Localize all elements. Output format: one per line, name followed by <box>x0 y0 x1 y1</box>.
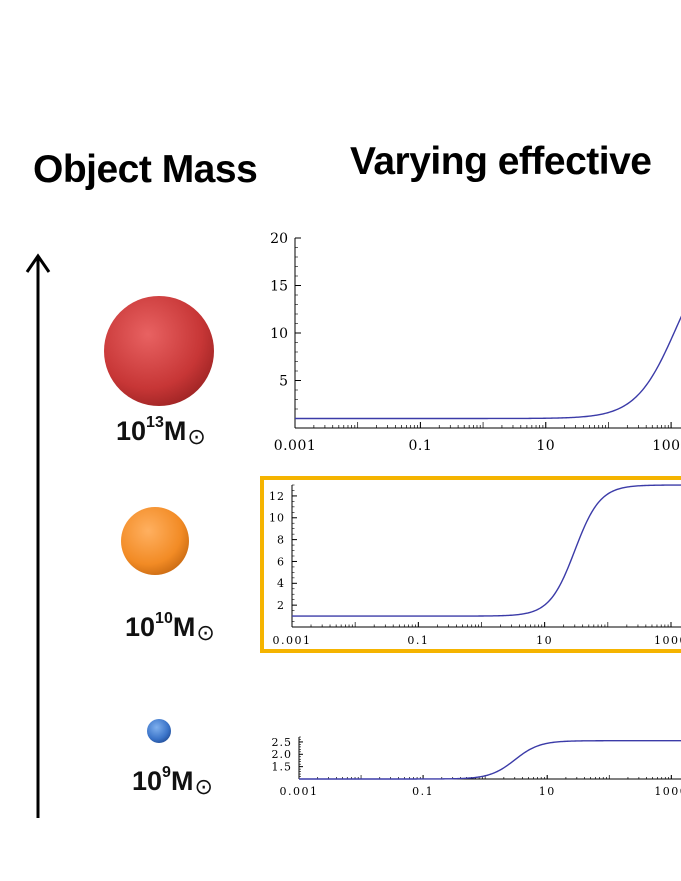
y-tick-label: 8 <box>277 533 285 546</box>
x-tick-label: 0.1 <box>412 785 434 798</box>
large-mass-sphere <box>104 296 214 406</box>
series-line <box>299 740 681 780</box>
x-tick-label: 1000 <box>654 634 681 647</box>
x-tick-label: 1000 <box>654 785 681 798</box>
solar-mass-symbol: ⊙ <box>196 620 215 645</box>
highlight-box <box>260 476 681 653</box>
series-line <box>292 484 681 617</box>
series-line <box>295 315 681 420</box>
x-tick-label: 0.001 <box>274 438 317 454</box>
y-tick-label: 10 <box>269 512 285 525</box>
mass-label-exponent: 9 <box>162 764 171 781</box>
x-tick-label: 0.1 <box>408 438 432 454</box>
mass-label-unit: M <box>163 416 187 446</box>
x-tick-label: 10 <box>536 438 555 454</box>
y-tick-label: 12 <box>269 490 285 503</box>
x-tick-label: 1000 <box>652 438 681 454</box>
mass-label-base: 10 <box>125 612 156 642</box>
y-tick-label: 4 <box>277 577 285 590</box>
medium-mass-sphere <box>121 507 189 575</box>
x-tick-label: 0.001 <box>273 634 312 647</box>
x-tick-label: 0.001 <box>280 785 319 798</box>
y-tick-label: 6 <box>277 555 285 568</box>
mass-label-base: 10 <box>132 766 163 796</box>
solar-mass-symbol: ⊙ <box>194 774 213 799</box>
mass-label-exponent: 13 <box>146 414 164 431</box>
y-tick-label: 10 <box>270 326 288 342</box>
y-tick-label: 20 <box>270 231 288 247</box>
x-tick-label: 10 <box>539 785 556 798</box>
object-mass-heading: Object Mass <box>33 148 258 191</box>
mass-label-unit: M <box>172 612 196 642</box>
y-tick-label: 2.0 <box>272 748 293 761</box>
mass-label-base: 10 <box>116 416 147 446</box>
y-tick-label: 15 <box>270 278 288 294</box>
y-tick-label: 2.5 <box>272 736 293 749</box>
mass-label-unit: M <box>170 766 194 796</box>
y-tick-label: 5 <box>279 373 288 389</box>
x-tick-label: 10 <box>536 634 553 647</box>
mass-label-1e10: 1010M⊙ <box>125 610 215 645</box>
varying-effective-heading: Varying effective <box>350 140 652 183</box>
mass-label-exponent: 10 <box>155 610 173 627</box>
y-tick-label: 2 <box>277 599 285 612</box>
mass-arrow-head <box>25 253 51 273</box>
mass-label-1e13: 1013M⊙ <box>116 414 206 449</box>
x-tick-label: 0.1 <box>407 634 429 647</box>
y-tick-label: 1.5 <box>272 760 293 773</box>
mass-label-1e9: 109M⊙ <box>132 764 213 799</box>
solar-mass-symbol: ⊙ <box>187 424 206 449</box>
small-mass-sphere <box>147 719 171 743</box>
